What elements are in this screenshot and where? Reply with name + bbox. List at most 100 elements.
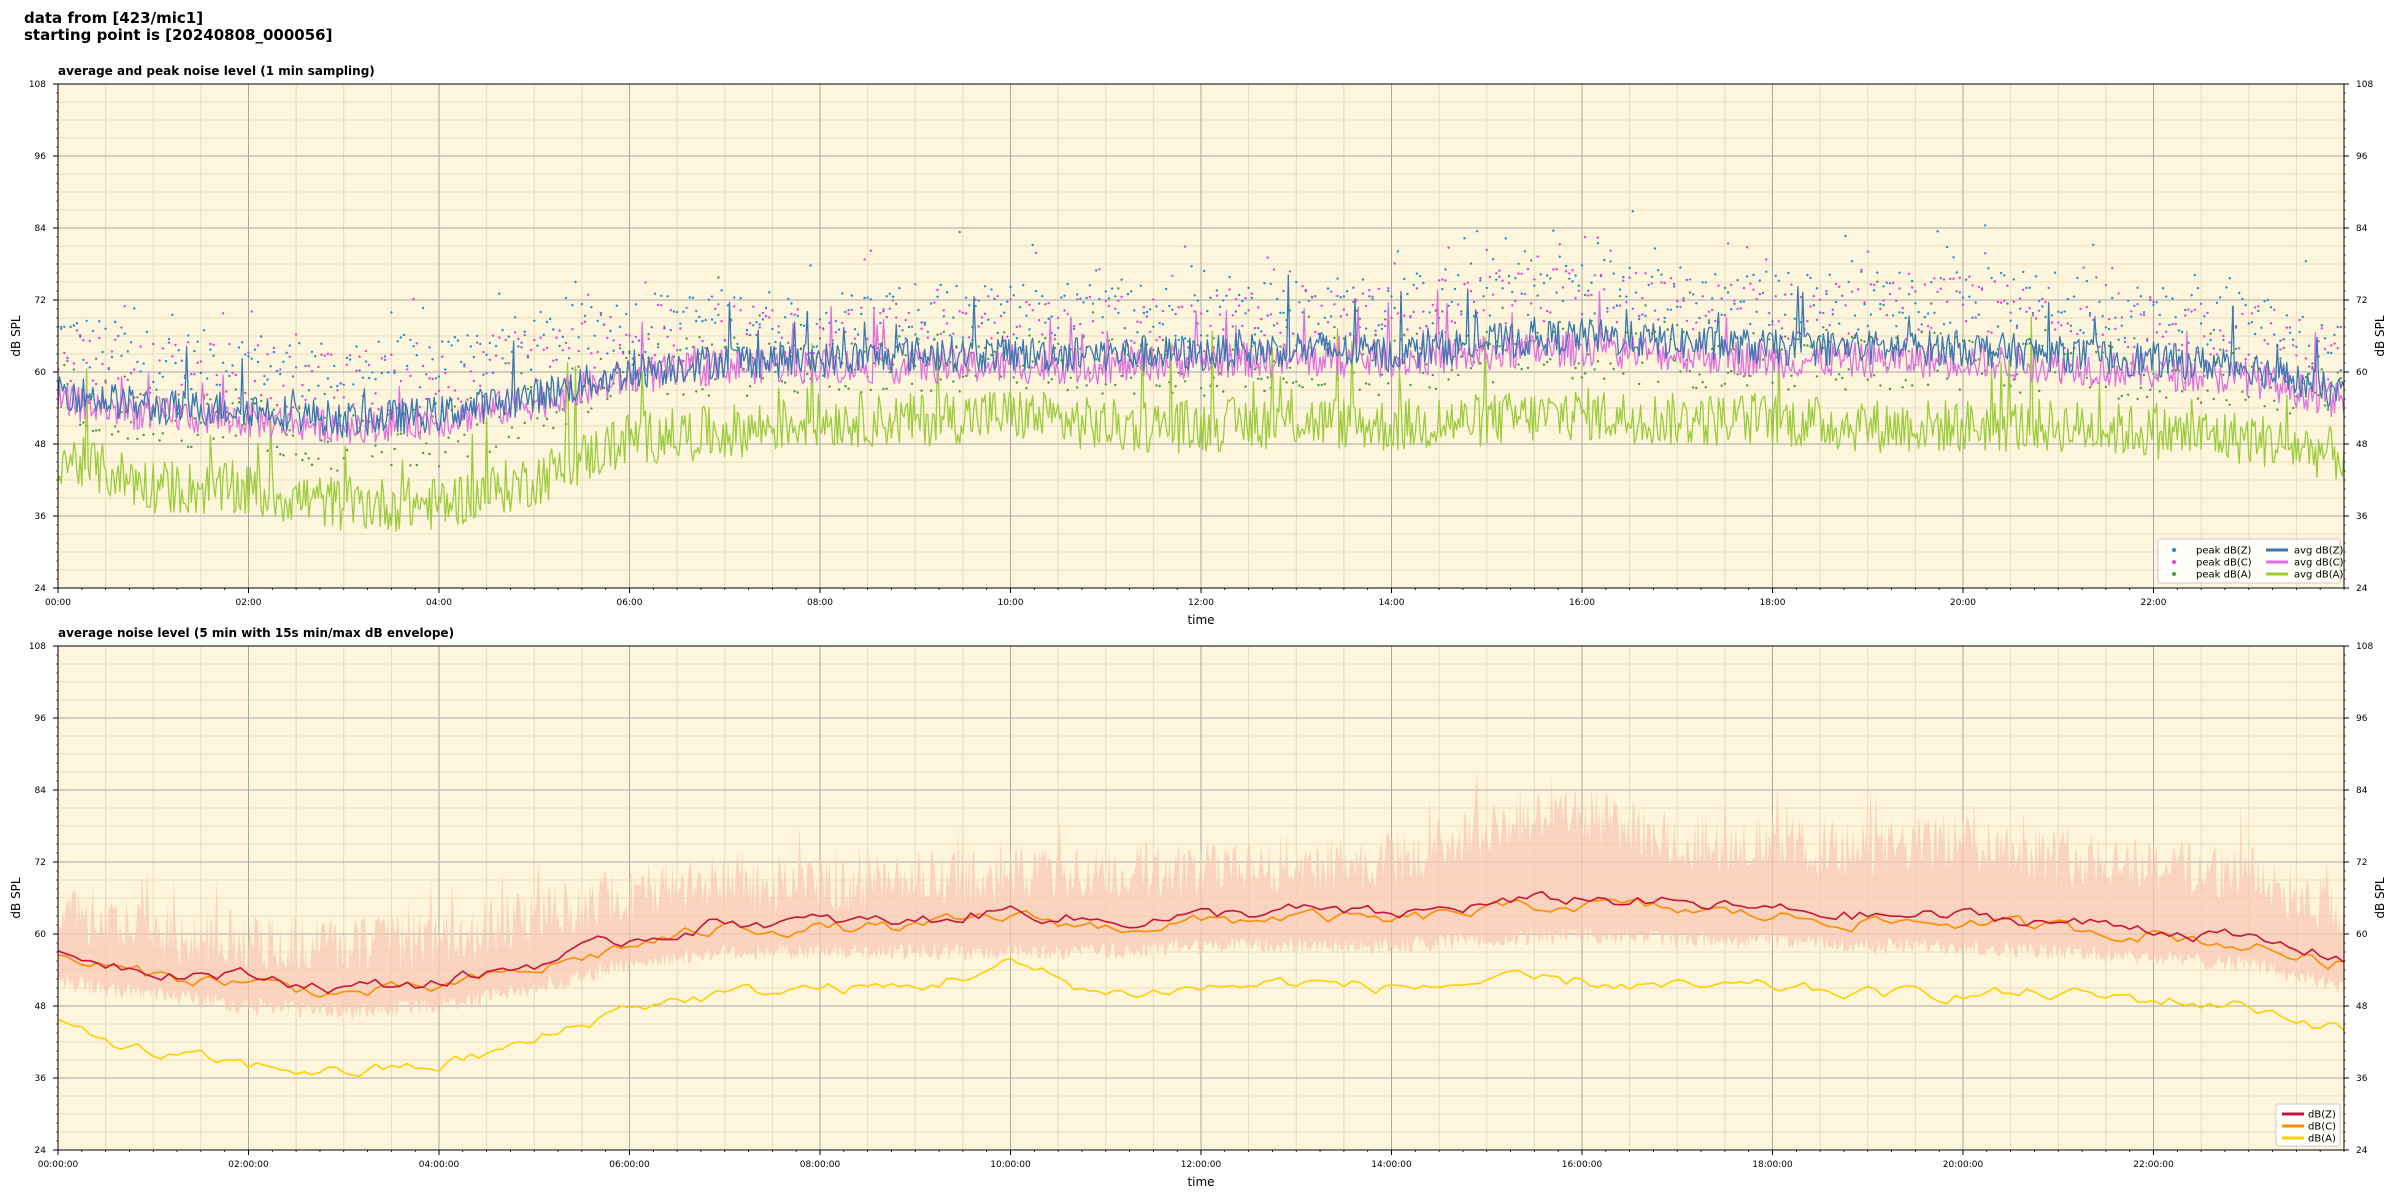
peak-point (2304, 260, 2308, 263)
peak-point (294, 453, 298, 456)
peak-point (1050, 378, 1054, 381)
peak-point (1368, 383, 1371, 386)
peak-point (301, 395, 304, 398)
peak-point (701, 339, 704, 343)
peak-point (1012, 294, 1015, 297)
peak-point (469, 370, 472, 373)
peak-point (104, 379, 107, 382)
peak-point (745, 328, 749, 332)
peak-point (266, 378, 269, 381)
peak-point (136, 437, 139, 441)
peak-point (2253, 306, 2257, 309)
peak-point (1517, 262, 1520, 265)
peak-point (1041, 294, 1044, 298)
peak-point (1479, 362, 1482, 365)
peak-point (1418, 275, 1422, 278)
peak-point (348, 358, 352, 361)
peak-point (987, 357, 990, 361)
peak-point (1612, 367, 1615, 371)
peak-point (2165, 330, 2168, 333)
peak-point (1545, 274, 1549, 277)
peak-point (1961, 303, 1965, 306)
y-tick-label-right: 72 (2356, 296, 2367, 306)
peak-point (291, 406, 295, 409)
peak-point (1720, 384, 1723, 387)
peak-point (1101, 316, 1104, 319)
peak-point (2006, 284, 2009, 287)
peak-point (501, 357, 504, 360)
peak-point (1660, 281, 1663, 284)
peak-point (904, 354, 907, 357)
y-tick-label-right: 24 (2356, 1146, 2368, 1156)
peak-point (742, 367, 745, 371)
peak-point (1765, 270, 1768, 273)
peak-point (577, 336, 580, 339)
peak-point (206, 377, 209, 380)
peak-point (1422, 371, 1425, 375)
peak-point (1015, 325, 1019, 329)
peak-point (139, 392, 142, 396)
peak-point (463, 365, 466, 368)
peak-point (1841, 376, 1844, 380)
peak-point (1174, 385, 1177, 388)
peak-point (1641, 313, 1644, 316)
peak-point (679, 322, 682, 325)
peak-point (939, 332, 942, 335)
peak-point (2269, 306, 2273, 309)
legend-label: avg dB(Z) (2294, 546, 2344, 557)
peak-point (733, 305, 736, 308)
peak-point (1780, 327, 1784, 330)
peak-point (228, 342, 231, 346)
peak-point (707, 298, 711, 301)
peak-point (266, 353, 269, 356)
peak-point (1028, 303, 1031, 306)
peak-point (1961, 339, 1965, 342)
peak-point (418, 405, 422, 408)
peak-point (1790, 283, 1793, 286)
peak-point (606, 352, 609, 355)
peak-point (618, 325, 622, 328)
peak-point (790, 312, 793, 316)
peak-point (1031, 243, 1034, 247)
peak-point (1155, 384, 1158, 387)
peak-point (2015, 326, 2019, 330)
peak-point (587, 347, 590, 350)
peak-point (1685, 278, 1689, 282)
peak-point (1403, 333, 1406, 337)
peak-point (1110, 287, 1114, 290)
peak-point (1799, 295, 1803, 299)
peak-point (282, 384, 285, 387)
peak-point (2019, 391, 2022, 394)
peak-point (174, 343, 177, 347)
peak-point (1707, 310, 1711, 313)
peak-point (1733, 302, 1736, 305)
peak-point (1911, 286, 1914, 289)
peak-point (428, 377, 431, 380)
peak-point (660, 304, 663, 307)
peak-point (94, 357, 98, 360)
peak-point (2146, 337, 2149, 341)
peak-point (558, 344, 561, 348)
peak-point (1260, 317, 1263, 321)
peak-point (206, 393, 209, 396)
peak-point (1333, 325, 1336, 329)
peak-point (2339, 369, 2342, 372)
peak-point (523, 330, 526, 333)
peak-point (1838, 285, 1841, 288)
peak-point (2333, 333, 2336, 337)
peak-point (2206, 343, 2209, 346)
peak-point (2180, 330, 2184, 334)
peak-point (955, 345, 958, 348)
peak-point (1752, 273, 1755, 277)
peak-point (2003, 299, 2006, 303)
peak-point (1974, 316, 1977, 319)
peak-point (961, 375, 965, 378)
peak-point (910, 325, 914, 328)
chart-panel-2: 00:00:00 02:00:00 04:00:00 06:00:00 08:00:00… (9, 626, 2387, 1189)
peak-point (1317, 383, 1320, 387)
peak-point (650, 357, 653, 360)
peak-point (1609, 249, 1612, 252)
peak-point (2222, 334, 2225, 338)
peak-point (663, 327, 666, 330)
peak-point (117, 377, 120, 380)
